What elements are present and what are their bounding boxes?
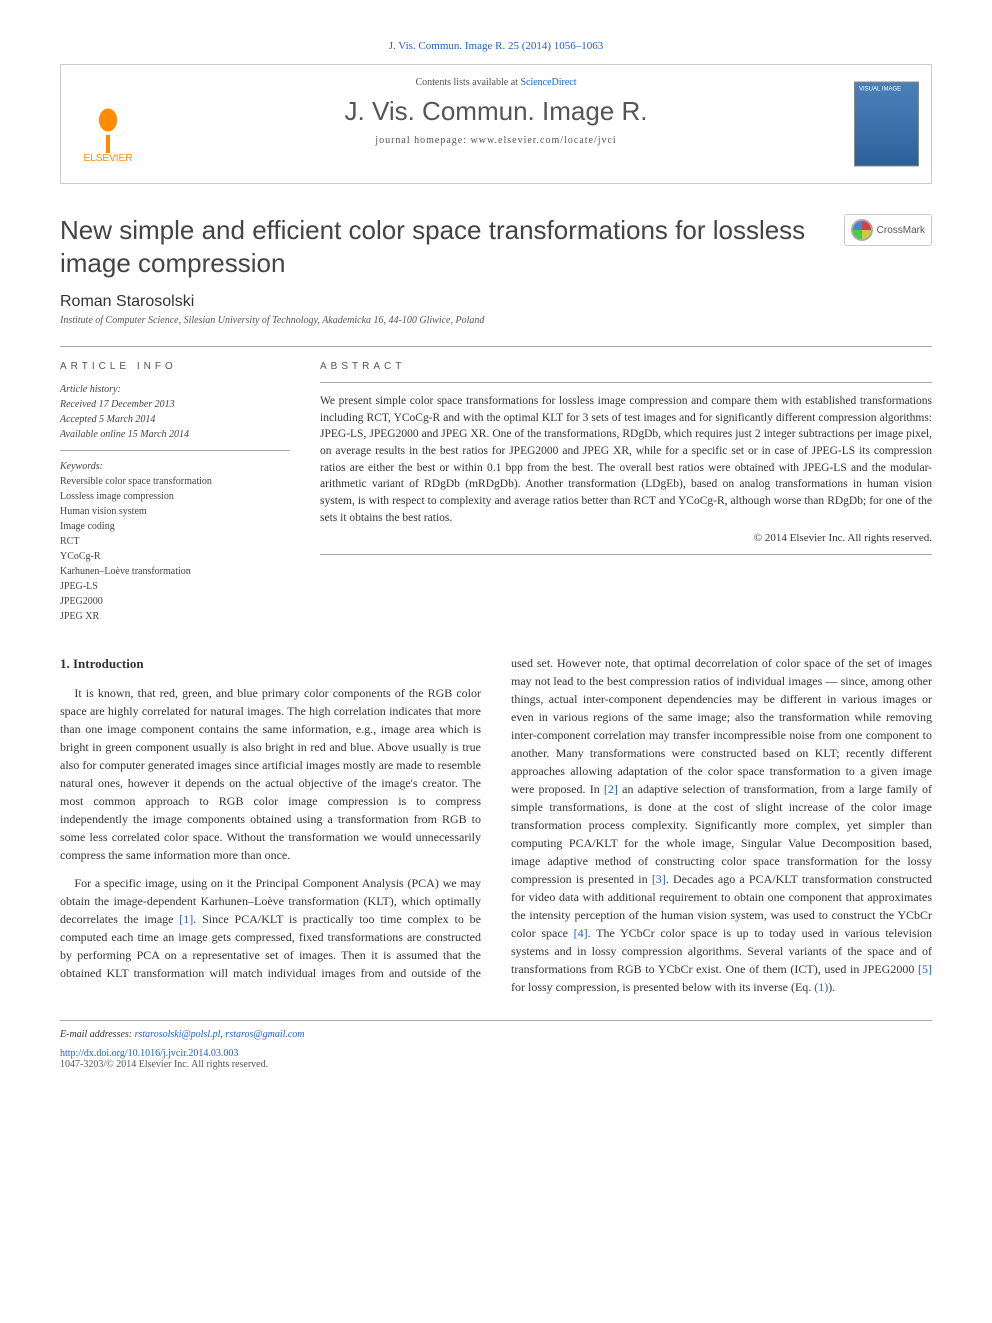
journal-homepage: journal homepage: www.elsevier.com/locat…: [81, 135, 911, 146]
citation-link[interactable]: [5]: [918, 962, 932, 976]
crossmark-icon: [851, 219, 873, 241]
journal-name: J. Vis. Commun. Image R.: [81, 96, 911, 127]
journal-header: ELSEVIER Contents lists available at Sci…: [60, 64, 932, 184]
keyword: JPEG XR: [60, 609, 290, 624]
article-history: Article history: Received 17 December 20…: [60, 382, 290, 451]
citation-link[interactable]: [3]: [652, 872, 666, 886]
elsevier-tree-icon: [83, 98, 133, 153]
crossmark-badge[interactable]: CrossMark: [844, 214, 932, 246]
crossmark-label: CrossMark: [877, 225, 925, 236]
email-link[interactable]: rstaros@gmail.com: [225, 1029, 304, 1040]
citation-link[interactable]: [1]: [179, 912, 193, 926]
email-link[interactable]: rstarosolski@polsl.pl: [135, 1029, 221, 1040]
keyword: JPEG-LS: [60, 579, 290, 594]
date-accepted: Accepted 5 March 2014: [60, 412, 290, 427]
date-online: Available online 15 March 2014: [60, 427, 290, 442]
abstract-text: We present simple color space transforma…: [320, 393, 932, 526]
keyword: RCT: [60, 534, 290, 549]
article-title: New simple and efficient color space tra…: [60, 214, 844, 279]
publisher-name: ELSEVIER: [84, 153, 133, 164]
sciencedirect-link[interactable]: ScienceDirect: [520, 77, 576, 88]
keyword: Lossless image compression: [60, 489, 290, 504]
abstract-heading: ABSTRACT: [320, 361, 932, 372]
paragraph: It is known, that red, green, and blue p…: [60, 684, 481, 864]
publisher-logo: ELSEVIER: [73, 84, 143, 164]
journal-reference: J. Vis. Commun. Image R. 25 (2014) 1056–…: [60, 40, 932, 52]
keyword: Image coding: [60, 519, 290, 534]
keyword: JPEG2000: [60, 594, 290, 609]
citation-link[interactable]: [4]: [574, 926, 588, 940]
section-heading: 1. Introduction: [60, 654, 481, 674]
keywords-block: Keywords: Reversible color space transfo…: [60, 459, 290, 624]
keyword: Human vision system: [60, 504, 290, 519]
author-name: Roman Starosolski: [60, 293, 932, 311]
keyword: Reversible color space transformation: [60, 474, 290, 489]
date-received: Received 17 December 2013: [60, 397, 290, 412]
keyword: Karhunen–Loève transformation: [60, 564, 290, 579]
homepage-url[interactable]: www.elsevier.com/locate/jvci: [471, 135, 617, 146]
article-info-heading: ARTICLE INFO: [60, 361, 290, 372]
footer-copyright: 1047-3203/© 2014 Elsevier Inc. All right…: [60, 1059, 932, 1070]
history-label: Article history:: [60, 382, 290, 397]
corresponding-email: E-mail addresses: rstarosolski@polsl.pl,…: [60, 1029, 932, 1040]
citation-link[interactable]: [2]: [604, 782, 618, 796]
doi-link[interactable]: http://dx.doi.org/10.1016/j.jvcir.2014.0…: [60, 1048, 932, 1059]
article-body: 1. Introduction It is known, that red, g…: [60, 654, 932, 996]
page-footer: E-mail addresses: rstarosolski@polsl.pl,…: [60, 1020, 932, 1070]
author-affiliation: Institute of Computer Science, Silesian …: [60, 315, 932, 326]
equation-link[interactable]: (1): [814, 980, 828, 994]
journal-cover-thumbnail: VISUAL IMAGE: [854, 82, 919, 167]
keywords-label: Keywords:: [60, 459, 290, 474]
contents-line: Contents lists available at ScienceDirec…: [81, 77, 911, 88]
abstract-copyright: © 2014 Elsevier Inc. All rights reserved…: [320, 532, 932, 544]
keyword: YCoCg-R: [60, 549, 290, 564]
